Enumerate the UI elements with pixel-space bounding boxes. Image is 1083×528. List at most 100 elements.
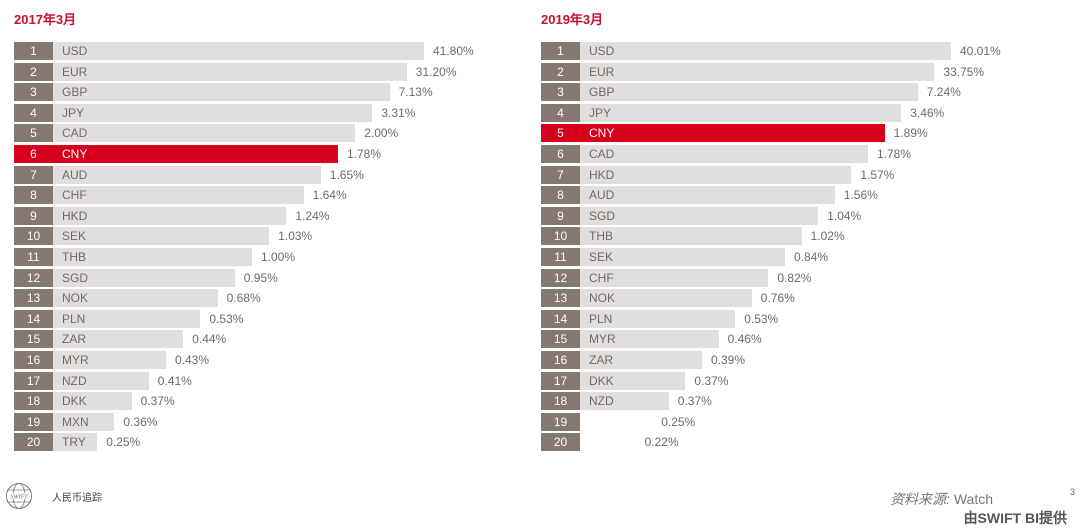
currency-label: AUD bbox=[62, 167, 88, 182]
currency-label: CHF bbox=[62, 188, 87, 203]
currency-label: SEK bbox=[62, 229, 87, 244]
bar bbox=[53, 124, 356, 143]
value-label: 0.53% bbox=[744, 311, 779, 326]
currency-label: CHF bbox=[589, 270, 614, 285]
value-label: 0.37% bbox=[694, 373, 729, 388]
rank-label: 18 bbox=[541, 392, 580, 411]
currency-label: MXN bbox=[62, 414, 89, 429]
bar bbox=[53, 186, 304, 205]
rank-label: 11 bbox=[541, 248, 580, 266]
rank-label: 7 bbox=[541, 165, 580, 184]
rank-label: 2 bbox=[14, 62, 53, 81]
rank-label: 17 bbox=[541, 371, 580, 390]
bar bbox=[53, 103, 373, 122]
rank-label: 6 bbox=[14, 145, 53, 163]
swift-logo-icon: SWIFT bbox=[6, 483, 32, 509]
currency-label: PLN bbox=[589, 311, 613, 326]
value-label: 0.25% bbox=[661, 414, 696, 429]
value-label: 1.64% bbox=[312, 188, 347, 203]
rank-label: 10 bbox=[541, 227, 580, 246]
bar bbox=[580, 62, 935, 81]
rank-label: 7 bbox=[14, 165, 53, 184]
bar bbox=[580, 206, 819, 225]
rank-label: 20 bbox=[541, 433, 580, 452]
currency-label: CAD bbox=[589, 147, 615, 161]
value-label: 0.76% bbox=[760, 291, 795, 306]
bar bbox=[580, 103, 902, 122]
value-label: 1.65% bbox=[329, 167, 364, 182]
bar bbox=[580, 371, 686, 390]
value-label: 1.24% bbox=[295, 208, 330, 223]
rank-label: 3 bbox=[541, 83, 580, 102]
currency-label: THB bbox=[589, 229, 613, 244]
bar bbox=[53, 289, 218, 308]
currency-label: NZD bbox=[62, 373, 87, 388]
rank-label: 19 bbox=[14, 412, 53, 431]
currency-label: EUR bbox=[62, 64, 88, 79]
bar bbox=[53, 351, 166, 369]
bar bbox=[580, 351, 702, 369]
bar bbox=[53, 412, 115, 431]
currency-label: HKD bbox=[62, 208, 88, 223]
currency-label: USD bbox=[589, 44, 615, 58]
currency-label: GBP bbox=[589, 85, 615, 100]
value-label: 1.03% bbox=[278, 229, 313, 244]
bar bbox=[580, 309, 736, 328]
rank-label: 16 bbox=[14, 351, 53, 369]
value-label: 1.78% bbox=[877, 147, 912, 161]
value-label: 0.84% bbox=[794, 250, 829, 264]
value-label: 0.22% bbox=[644, 435, 679, 450]
currency-label: ZAR bbox=[589, 353, 613, 367]
value-label: 1.04% bbox=[827, 208, 862, 223]
currency-label: JPY bbox=[62, 105, 85, 120]
bar bbox=[580, 289, 752, 308]
rank-label: 12 bbox=[14, 268, 53, 287]
bar bbox=[580, 145, 868, 163]
rank-label: 12 bbox=[541, 268, 580, 287]
currency-label: ZAR bbox=[62, 332, 86, 347]
currency-label: TRY bbox=[62, 435, 86, 450]
rank-label: 2 bbox=[541, 62, 580, 81]
rank-label: 6 bbox=[541, 145, 580, 163]
bar bbox=[580, 248, 785, 266]
bar bbox=[580, 227, 802, 246]
svg-text:SWIFT: SWIFT bbox=[11, 495, 29, 501]
rank-label: 13 bbox=[14, 289, 53, 308]
rank-label: 14 bbox=[14, 309, 53, 328]
rank-label: 3 bbox=[14, 83, 53, 102]
rank-label: 16 bbox=[541, 351, 580, 369]
bar bbox=[53, 42, 424, 60]
value-label: 2.00% bbox=[364, 126, 399, 141]
value-label: 0.43% bbox=[175, 353, 210, 367]
value-label: 3.31% bbox=[381, 105, 416, 120]
page-number: 3 bbox=[1069, 487, 1075, 497]
value-label: 3.46% bbox=[910, 105, 945, 120]
bar bbox=[580, 268, 769, 287]
value-label: 0.36% bbox=[123, 414, 158, 429]
value-label: 0.68% bbox=[226, 291, 261, 306]
bar bbox=[53, 145, 338, 163]
currency-label: HKD bbox=[589, 167, 615, 182]
currency-label: SEK bbox=[589, 250, 614, 264]
source-note: 资料来源: Watch bbox=[890, 489, 993, 509]
value-label: 0.46% bbox=[727, 332, 762, 347]
source-value: Watch bbox=[953, 491, 993, 507]
bar bbox=[53, 330, 184, 349]
value-label: 1.02% bbox=[810, 229, 845, 244]
bar bbox=[53, 268, 235, 287]
rank-label: 11 bbox=[14, 248, 53, 266]
currency-label: DKK bbox=[62, 394, 87, 409]
rank-label: 15 bbox=[541, 330, 580, 349]
value-label: 1.00% bbox=[261, 250, 296, 264]
chart-title-2017: 2017年3月 bbox=[14, 12, 77, 27]
bar bbox=[53, 62, 407, 81]
rank-label: 13 bbox=[541, 289, 580, 308]
rank-label: 9 bbox=[541, 206, 580, 225]
bar bbox=[580, 165, 852, 184]
rank-label: 4 bbox=[541, 103, 580, 122]
rank-label: 9 bbox=[14, 206, 53, 225]
currency-label: GBP bbox=[62, 85, 88, 100]
bar bbox=[53, 248, 252, 266]
rank-label: 1 bbox=[14, 42, 53, 60]
rank-label: 8 bbox=[14, 186, 53, 205]
